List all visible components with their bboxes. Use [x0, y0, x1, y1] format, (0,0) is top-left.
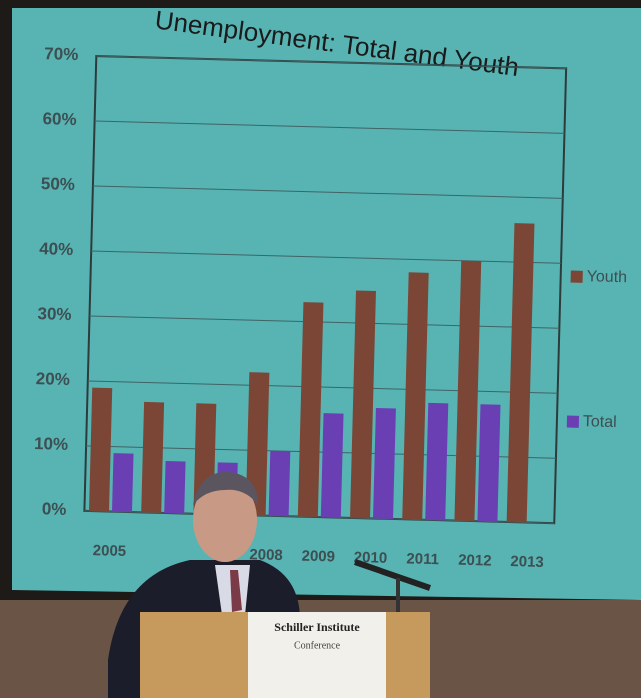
hair — [193, 471, 258, 505]
bar — [297, 302, 324, 518]
bar — [350, 290, 376, 519]
grid-line — [91, 250, 562, 264]
bar — [402, 272, 429, 520]
bar — [164, 461, 186, 514]
legend-swatch — [570, 270, 583, 283]
grid-line — [84, 510, 555, 524]
y-tick-label: 70% — [44, 44, 79, 64]
y-tick-label: 0% — [42, 499, 67, 519]
bar — [373, 408, 396, 519]
x-tick-label: 2009 — [301, 548, 335, 566]
y-tick-label: 40% — [39, 239, 74, 259]
x-tick-label: 2012 — [458, 552, 492, 570]
grid-line — [94, 120, 565, 134]
microphone — [354, 559, 431, 591]
y-tick-label: 30% — [37, 304, 72, 324]
x-tick-label: 2008 — [249, 546, 283, 564]
y-tick-label: 50% — [41, 174, 76, 194]
podium-sign — [248, 612, 386, 698]
bar — [268, 450, 291, 517]
bar — [506, 223, 535, 523]
y-tick-label: 10% — [34, 434, 69, 454]
grid-line — [96, 55, 567, 69]
bar — [112, 453, 134, 513]
grid-line — [86, 445, 556, 459]
legend-label: Total — [583, 413, 617, 431]
y-tick-label: 60% — [42, 109, 77, 129]
bar — [141, 401, 165, 513]
y-tick-label: 20% — [36, 369, 71, 389]
sign-text: Conference — [294, 640, 341, 651]
sign-text: Schiller Institute — [274, 620, 360, 634]
legend-label: Youth — [586, 268, 627, 286]
legend-swatch — [566, 415, 580, 428]
x-tick-label: 2011 — [406, 550, 439, 568]
bar — [320, 413, 344, 518]
grid-line — [87, 380, 558, 394]
bar — [245, 372, 270, 516]
grid-line — [89, 315, 560, 329]
bar — [425, 402, 449, 521]
x-tick-label: 2005 — [93, 542, 127, 560]
speaker-head — [193, 478, 257, 562]
bar — [454, 260, 482, 522]
bar — [477, 404, 501, 522]
x-tick-label: 2013 — [510, 553, 544, 571]
bar — [89, 387, 113, 512]
tie — [230, 570, 242, 612]
grid-line — [92, 185, 563, 199]
